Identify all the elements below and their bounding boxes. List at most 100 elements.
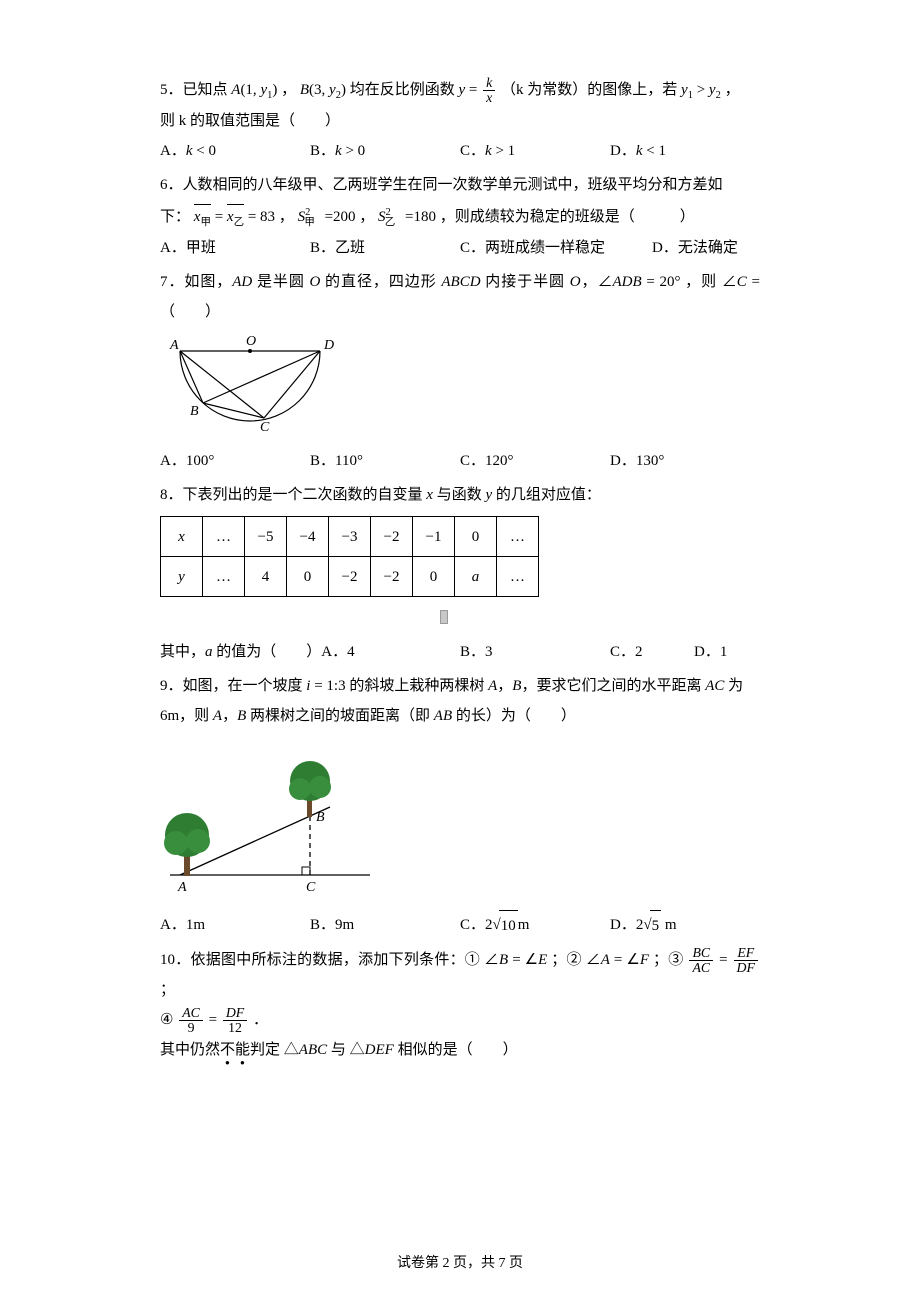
q5-line2: 则 k 的取值范围是（ ）	[160, 106, 760, 136]
q8-slider	[440, 605, 920, 635]
q5-optB: B．k > 0	[310, 136, 460, 166]
q10-frac4b: DF12	[223, 1006, 247, 1035]
q9-line2: 6m，则 A，B 两棵树之间的坡面距离（即 AB 的长）为（ ）	[160, 701, 760, 731]
q5-mid2: 均在反比例函数	[350, 82, 459, 98]
question-6: 6．人数相同的八年级甲、乙两班学生在同一次数学单元测试中，班级平均分和方差如 下…	[160, 170, 760, 263]
q5-frac: k x	[483, 76, 495, 105]
q9-figure: A B C	[160, 735, 760, 906]
q5-y2: y	[329, 82, 336, 98]
q6-optA: A．甲班	[160, 233, 310, 263]
cell: 0	[287, 557, 329, 597]
q5-mid3: （k 为常数）的图像上，若	[501, 82, 681, 98]
q6-eq1: =	[215, 209, 227, 225]
q6-xyi: x乙	[227, 200, 244, 233]
q10-line3: 其中仍然不能判定 △ABC 与 △DEF 相似的是（ ）	[160, 1035, 760, 1067]
cell: y	[161, 557, 203, 597]
q5-optD: D．k < 1	[610, 136, 760, 166]
q7-options: A．100° B．110° C．120° D．130°	[160, 446, 760, 476]
svg-text:O: O	[246, 334, 256, 349]
cell: x	[161, 517, 203, 557]
q6-xjia: x甲	[194, 200, 211, 233]
q8-line1: 8．下表列出的是一个二次函数的自变量 x 与函数 y 的几组对应值：	[160, 480, 760, 510]
q6-line2: 下： x甲 = x乙 = 83 ， S2甲 =200 ， S2乙 =180 ，则…	[160, 200, 760, 233]
q10-suf2: ．	[253, 1012, 268, 1028]
svg-text:A: A	[177, 880, 187, 895]
q10-eq4: =	[209, 1012, 221, 1028]
q5-end1: ，	[725, 82, 740, 98]
q6-Sysub: 乙	[385, 217, 396, 228]
question-5: 5．已知点 A(1, y1) ， B(3, y2) 均在反比例函数 y = k …	[160, 75, 760, 166]
q6-sep2: ，	[359, 209, 374, 225]
cell: 4	[245, 557, 287, 597]
cell: a	[455, 557, 497, 597]
table-row: x … −5 −4 −3 −2 −1 0 …	[161, 517, 539, 557]
page-footer: 试卷第 2 页，共 7 页	[0, 1252, 920, 1272]
q7-optD: D．130°	[610, 446, 760, 476]
q5-paren1: (1,	[240, 82, 260, 98]
q5-text-1: 5．已知点	[160, 82, 231, 98]
q5-paren3: (3,	[309, 82, 329, 98]
cell: −2	[371, 517, 413, 557]
q5-eq: =	[465, 82, 481, 98]
q5-optC: C．k > 1	[460, 136, 610, 166]
svg-text:C: C	[260, 420, 270, 431]
cell: −1	[413, 517, 455, 557]
q9-options: A．1m B．9m C．2√10m D．2√5 m	[160, 910, 760, 941]
cell: −2	[329, 557, 371, 597]
q10-l3a: 其中仍然	[160, 1042, 220, 1058]
q5-optA: A．k < 0	[160, 136, 310, 166]
q10-l3b: 不能	[220, 1042, 250, 1058]
q10-line1: 10．依据图中所标注的数据，添加下列条件：① ∠B = ∠E ；② ∠A = ∠…	[160, 945, 760, 1005]
q6-optD: D．无法确定	[652, 233, 760, 263]
page-content: 5．已知点 A(1, y1) ， B(3, y2) 均在反比例函数 y = k …	[0, 0, 920, 1121]
question-7: 7．如图，AD 是半圆 O 的直径，四边形 ABCD 内接于半圆 O，∠ADB …	[160, 267, 760, 476]
q6-v1: =200	[325, 209, 356, 225]
q8-optC: C．2	[610, 637, 694, 667]
q9-optB: B．9m	[310, 910, 460, 941]
q8-optD: D．1	[694, 637, 760, 667]
q5-paren2: )	[272, 82, 277, 98]
q5-gt: >	[693, 82, 709, 98]
q5-paren4: )	[341, 82, 346, 98]
q6-Sjsub: 甲	[304, 217, 315, 228]
q9-line1: 9．如图，在一个坡度 i = 1:3 的斜坡上栽种两棵树 A，B，要求它们之间的…	[160, 671, 760, 701]
cell: −2	[371, 557, 413, 597]
q10-l3c: 判定 △ABC 与 △DEF 相似的是（ ）	[250, 1042, 518, 1058]
svg-text:B: B	[190, 404, 199, 419]
table-row: y … 4 0 −2 −2 0 a …	[161, 557, 539, 597]
q7-optA: A．100°	[160, 446, 310, 476]
q10-suf1: ；	[160, 982, 175, 998]
cell: …	[497, 517, 539, 557]
q5-frac-den: x	[483, 91, 495, 105]
svg-text:D: D	[323, 338, 334, 353]
q7-figure: A O D B C	[160, 331, 760, 442]
q5-frac-num: k	[483, 76, 495, 91]
q9-optC: C．2√10m	[460, 910, 610, 941]
question-8: 8．下表列出的是一个二次函数的自变量 x 与函数 y 的几组对应值： x … −…	[160, 480, 760, 667]
q8-options: 其中，a 的值为（ ）A．4 B．3 C．2 D．1	[160, 637, 760, 667]
q8-table: x … −5 −4 −3 −2 −1 0 … y … 4 0 −2 −2 0 a…	[160, 516, 539, 597]
question-9: 9．如图，在一个坡度 i = 1:3 的斜坡上栽种两棵树 A，B，要求它们之间的…	[160, 671, 760, 941]
q6-optB: B．乙班	[310, 233, 460, 263]
q8-line2a: 其中，a 的值为（ ）A．4	[160, 637, 460, 667]
q10-pre2: ④	[160, 1012, 177, 1028]
q6-eq83: = 83	[248, 209, 275, 225]
q6-optC: C．两班成绩一样稳定	[460, 233, 652, 263]
q6-tail: ，则成绩较为稳定的班级是（ ）	[440, 209, 695, 225]
svg-text:B: B	[316, 810, 325, 825]
q6-xia: 下：	[160, 209, 190, 225]
cell: …	[497, 557, 539, 597]
cell: −5	[245, 517, 287, 557]
q6-line1: 6．人数相同的八年级甲、乙两班学生在同一次数学单元测试中，班级平均分和方差如	[160, 170, 760, 200]
cell: −4	[287, 517, 329, 557]
cell: …	[203, 557, 245, 597]
q10-frac3b: EFDF	[734, 946, 758, 975]
q5-options: A．k < 0 B．k > 0 C．k > 1 D．k < 1	[160, 136, 760, 166]
q10-line2: ④ AC9 = DF12 ．	[160, 1005, 760, 1035]
cell: −3	[329, 517, 371, 557]
cell: 0	[455, 517, 497, 557]
q10-eq3: =	[719, 952, 731, 968]
q5-sep1: ，	[281, 82, 300, 98]
q10-frac3a: BCAC	[689, 946, 713, 975]
question-10: 10．依据图中所标注的数据，添加下列条件：① ∠B = ∠E ；② ∠A = ∠…	[160, 945, 760, 1067]
